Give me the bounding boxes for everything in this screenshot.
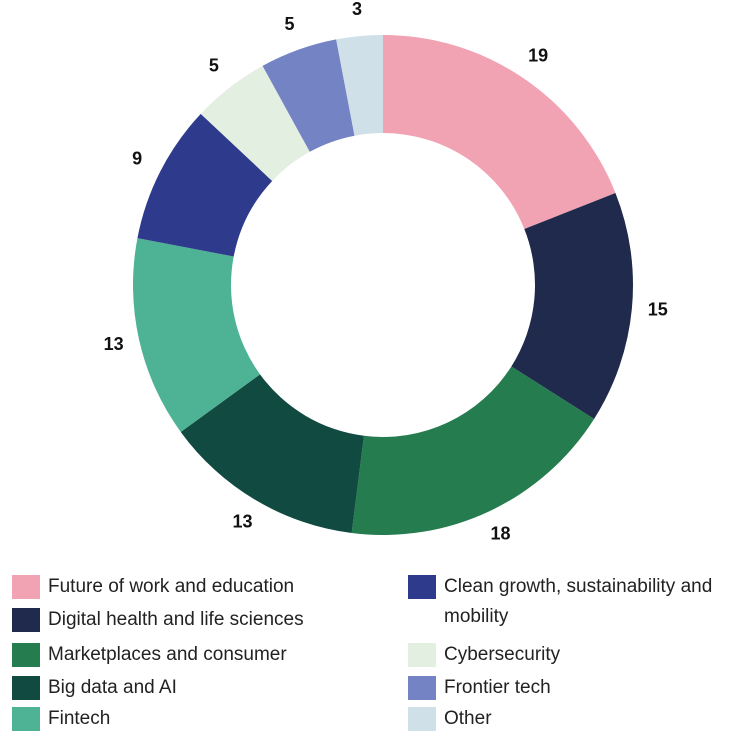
legend-label: Fintech (48, 708, 111, 729)
legend-item: Big data and AI (12, 673, 402, 703)
legend-swatch (12, 643, 40, 667)
donut-segment (133, 238, 261, 432)
legend-label: Big data and AI (48, 677, 177, 698)
legend-label: Digital health and life sciences (48, 609, 304, 630)
legend-swatch (408, 676, 436, 700)
legend-swatch (12, 707, 40, 731)
legend-swatch (408, 707, 436, 731)
donut-segment (137, 113, 273, 257)
legend-label: Future of work and education (48, 576, 295, 597)
value-label: 5 (285, 14, 295, 34)
legend-swatch (12, 575, 40, 599)
donut-segment (336, 35, 383, 136)
chart: 19 15 18 13 13 9 5 5 3 (104, 0, 668, 543)
value-label: 13 (104, 334, 124, 354)
legend-swatch (408, 575, 436, 599)
legend-swatch (408, 643, 436, 667)
legend-swatch (12, 676, 40, 700)
legend-item: Fintech (12, 704, 402, 734)
legend-swatch (12, 608, 40, 632)
legend-label: Clean growth, sustainability and mobilit… (444, 576, 713, 627)
value-label: 5 (209, 56, 219, 76)
legend-item: Digital health and life sciences (12, 605, 402, 635)
value-label: 15 (648, 300, 668, 320)
value-label: 9 (132, 148, 142, 168)
legend-item: Other (408, 704, 728, 734)
legend-item: Future of work and education (12, 572, 402, 602)
legend-item: Frontier tech (408, 673, 728, 703)
value-label: 13 (232, 511, 252, 531)
legend-item: Marketplaces and consumer (12, 640, 402, 670)
donut-segment (351, 366, 595, 536)
value-label: 19 (528, 45, 548, 65)
value-label: 3 (352, 0, 362, 19)
value-label: 18 (490, 523, 510, 543)
donut-segment (200, 65, 310, 181)
donut-segment (180, 374, 364, 534)
legend-item: Cybersecurity (408, 640, 728, 670)
legend-item: Clean growth, sustainability and mobilit… (408, 572, 728, 632)
donut-segment (262, 39, 355, 152)
legend-label: Marketplaces and consumer (48, 644, 287, 665)
legend-label: Other (444, 708, 492, 729)
donut-segment (383, 35, 616, 230)
legend-label: Cybersecurity (444, 644, 561, 665)
donut-segment (511, 192, 633, 419)
legend-label: Frontier tech (444, 677, 551, 698)
